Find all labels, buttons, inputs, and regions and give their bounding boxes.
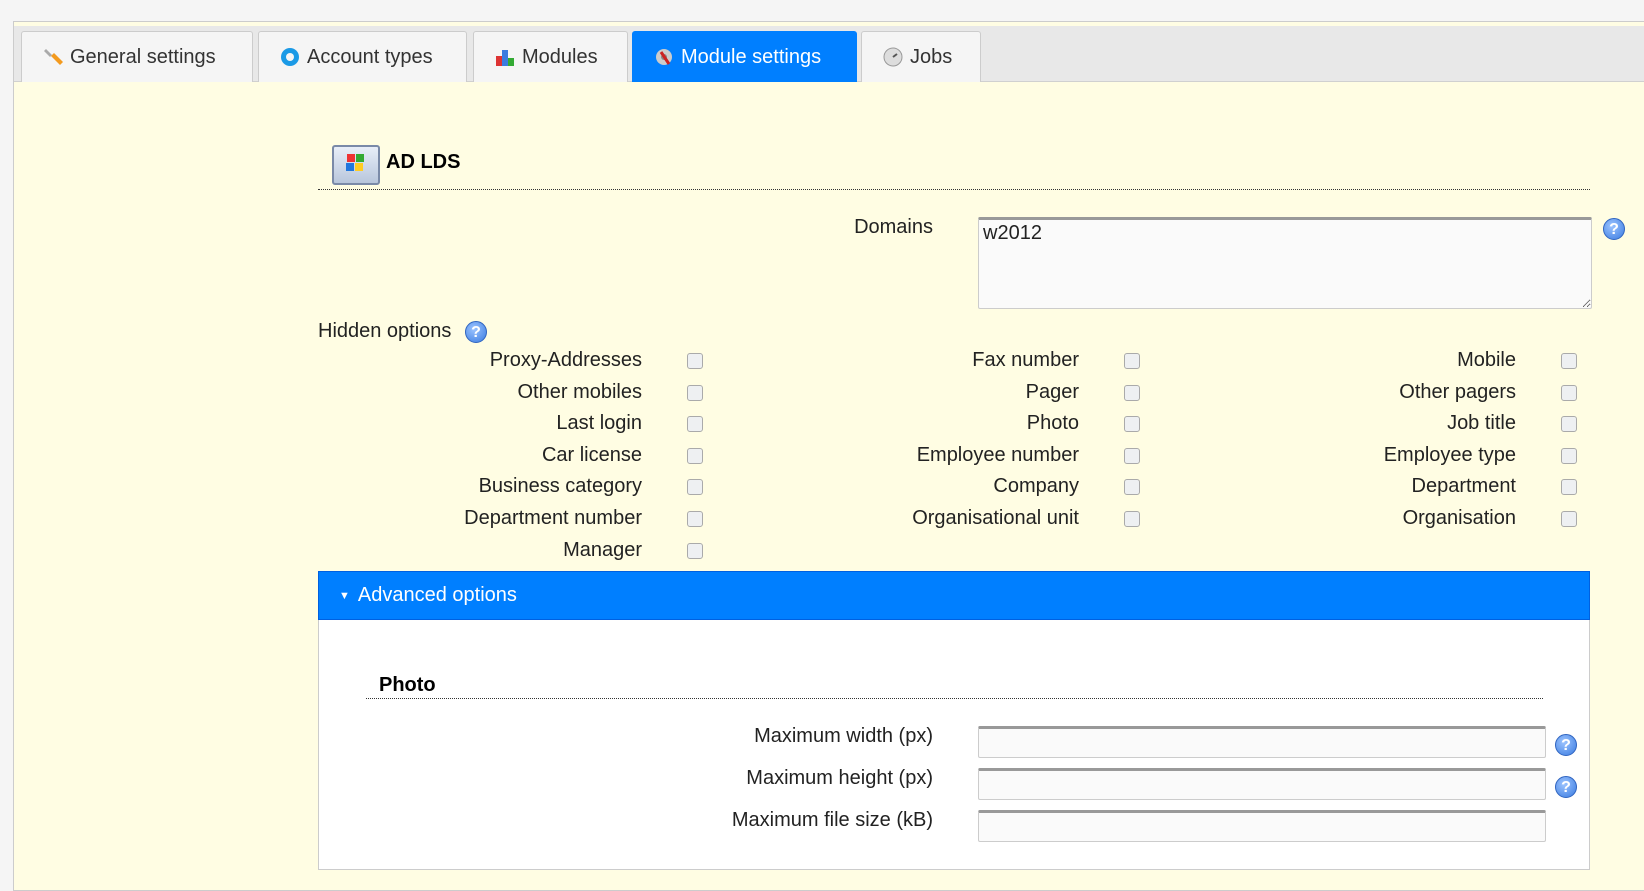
- hidden-option-label: Pager: [1025, 380, 1079, 403]
- hidden-option-checkbox[interactable]: [1561, 447, 1577, 464]
- hidden-option-label: Other mobiles: [517, 380, 643, 403]
- hidden-option-label: Department number: [464, 507, 642, 529]
- hidden-option-checkbox[interactable]: [1124, 416, 1140, 433]
- hidden-option-label: Employee number: [916, 443, 1079, 466]
- photo-heading: Photo: [379, 674, 436, 696]
- title-divider: [318, 189, 1590, 190]
- tab-module-settings[interactable]: Module settings: [632, 31, 857, 82]
- tab-label: General settings: [70, 45, 216, 68]
- hidden-option-label: Business category: [478, 475, 642, 498]
- hidden-option-label: Other pagers: [1399, 380, 1516, 403]
- tab-label: Jobs: [910, 45, 953, 68]
- module-title: AD LDS: [386, 151, 461, 173]
- hidden-option-label: Company: [993, 475, 1079, 498]
- hidden-option-label: Car license: [541, 443, 642, 466]
- hidden-option-checkbox[interactable]: [687, 384, 703, 401]
- max-width-label: Maximum width (px): [754, 725, 933, 747]
- help-icon[interactable]: ?: [1603, 218, 1625, 240]
- hidden-option-checkbox[interactable]: [1561, 479, 1577, 496]
- hidden-option-checkbox[interactable]: [1124, 511, 1140, 527]
- domains-label: Domains: [854, 216, 933, 238]
- hidden-option-label: Mobile: [1457, 349, 1516, 371]
- hidden-option-label: Photo: [1026, 412, 1079, 435]
- hidden-option-label: Manager: [563, 538, 642, 561]
- max-file-size-label: Maximum file size (kB): [731, 809, 933, 831]
- hidden-option-label: Last login: [556, 412, 642, 435]
- photo-divider: [366, 698, 1543, 699]
- tab-label: Account types: [307, 45, 433, 68]
- hidden-option-checkbox[interactable]: [687, 416, 703, 433]
- hidden-options-label: Hidden options: [318, 320, 452, 342]
- tab-label: Module settings: [681, 45, 822, 68]
- gear-icon: [279, 46, 301, 68]
- help-icon[interactable]: ?: [1555, 776, 1577, 798]
- advanced-options-label: Advanced options: [357, 584, 517, 606]
- hidden-option-label: Proxy-Addresses: [489, 349, 642, 371]
- hidden-option-checkbox[interactable]: [1561, 353, 1577, 369]
- modules-icon: [494, 46, 516, 68]
- hidden-option-label: Department: [1411, 475, 1517, 498]
- max-height-label: Maximum height (px): [746, 767, 933, 789]
- hidden-option-checkbox[interactable]: [1124, 353, 1140, 369]
- hidden-option-checkbox[interactable]: [687, 353, 703, 369]
- hidden-option-label: Employee type: [1383, 443, 1516, 466]
- hidden-option-checkbox[interactable]: [687, 542, 703, 559]
- hidden-option-checkbox[interactable]: [1124, 479, 1140, 496]
- windows-logo-icon: [332, 145, 380, 185]
- hidden-option-label: Organisational unit: [912, 507, 1079, 529]
- max-width-input[interactable]: [978, 726, 1546, 758]
- hidden-option-checkbox[interactable]: [1561, 511, 1577, 527]
- hidden-option-label: Job title: [1447, 412, 1516, 435]
- wrench-icon: [42, 46, 64, 68]
- hidden-option-checkbox[interactable]: [687, 447, 703, 464]
- tab-general-settings[interactable]: General settings: [21, 31, 253, 82]
- clock-icon: [882, 46, 904, 68]
- hidden-option-checkbox[interactable]: [687, 479, 703, 496]
- advanced-options-header[interactable]: ▼ Advanced options: [318, 571, 1590, 620]
- help-icon[interactable]: ?: [465, 321, 487, 343]
- tab-label: Modules: [522, 45, 598, 68]
- tab-jobs[interactable]: Jobs: [861, 31, 981, 82]
- help-icon[interactable]: ?: [1555, 734, 1577, 756]
- triangle-down-icon: ▼: [339, 589, 350, 602]
- tab-account-types[interactable]: Account types: [258, 31, 467, 82]
- max-height-input[interactable]: [978, 768, 1546, 800]
- hidden-option-checkbox[interactable]: [1124, 447, 1140, 464]
- tab-modules[interactable]: Modules: [473, 31, 628, 82]
- hidden-option-label: Fax number: [972, 349, 1079, 371]
- hidden-option-checkbox[interactable]: [1561, 384, 1577, 401]
- hidden-option-checkbox[interactable]: [1561, 416, 1577, 433]
- max-file-size-input[interactable]: [978, 810, 1546, 842]
- hidden-option-checkbox[interactable]: [1124, 384, 1140, 401]
- hidden-option-label: Organisation: [1402, 507, 1516, 529]
- domains-textarea[interactable]: [978, 217, 1592, 309]
- hidden-option-checkbox[interactable]: [687, 511, 703, 527]
- module-settings-icon: [653, 46, 675, 68]
